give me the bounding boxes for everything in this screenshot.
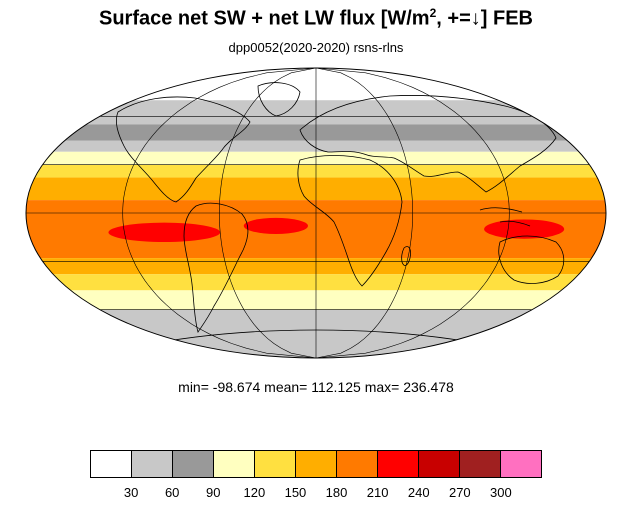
indonesia-outline bbox=[479, 207, 531, 227]
meridian-line bbox=[218, 68, 317, 358]
colorbar bbox=[90, 450, 542, 478]
eurasia-outline bbox=[299, 95, 557, 193]
colorbar-tick-label: 270 bbox=[448, 485, 471, 500]
colorbar-tick-label: 240 bbox=[407, 485, 430, 500]
flux-hotspots bbox=[108, 217, 565, 242]
graticule bbox=[26, 68, 606, 358]
map-stats: min= -98.674 mean= 112.125 max= 236.478 bbox=[178, 379, 454, 395]
map-title: Surface net SW + net LW flux [W/m2, +=↓]… bbox=[99, 6, 533, 30]
colorbar-tick-label: 180 bbox=[325, 485, 348, 500]
colorbar-tick-label: 60 bbox=[164, 485, 180, 500]
colorbar-tick-label: 120 bbox=[243, 485, 266, 500]
greenland-outline bbox=[257, 82, 301, 117]
colorbar-cell bbox=[132, 451, 173, 477]
map-border bbox=[25, 67, 607, 359]
meridian-line bbox=[315, 68, 510, 358]
north-america-outline bbox=[116, 96, 251, 203]
colorbar-tick-label: 300 bbox=[490, 485, 512, 500]
australia-outline bbox=[498, 235, 565, 284]
colorbar-cell bbox=[255, 451, 296, 477]
meridian-line bbox=[122, 68, 317, 358]
colorbar-ticks: 30 60 90 120 150 180 210 240 270 300 bbox=[90, 485, 542, 503]
colorbar-cell bbox=[460, 451, 501, 477]
colorbar-tick-label: 150 bbox=[284, 485, 307, 500]
colorbar-cell bbox=[378, 451, 419, 477]
colorbar-cell bbox=[296, 451, 337, 477]
colorbar-cell bbox=[173, 451, 214, 477]
colorbar-cell bbox=[419, 451, 460, 477]
flux-hotspot-0 bbox=[108, 222, 221, 242]
colorbar-cell bbox=[91, 451, 132, 477]
colorbar-tick-label: 90 bbox=[206, 485, 221, 500]
colorbar-tick-label: 30 bbox=[123, 485, 139, 500]
world-map bbox=[25, 67, 607, 359]
africa-outline bbox=[297, 155, 403, 287]
continent-outlines bbox=[116, 82, 565, 347]
flux-hotspot-1 bbox=[243, 217, 308, 234]
colorbar-cell bbox=[214, 451, 255, 477]
map-subtitle: dpp0052(2020-2020) rsns-rlns bbox=[228, 40, 404, 55]
colorbar-cell bbox=[337, 451, 378, 477]
colorbar-tick-label: 210 bbox=[366, 485, 389, 500]
south-america-outline bbox=[183, 202, 249, 333]
flux-hotspot-2 bbox=[484, 219, 565, 239]
meridian-line bbox=[315, 68, 414, 358]
colorbar-cell bbox=[501, 451, 541, 477]
